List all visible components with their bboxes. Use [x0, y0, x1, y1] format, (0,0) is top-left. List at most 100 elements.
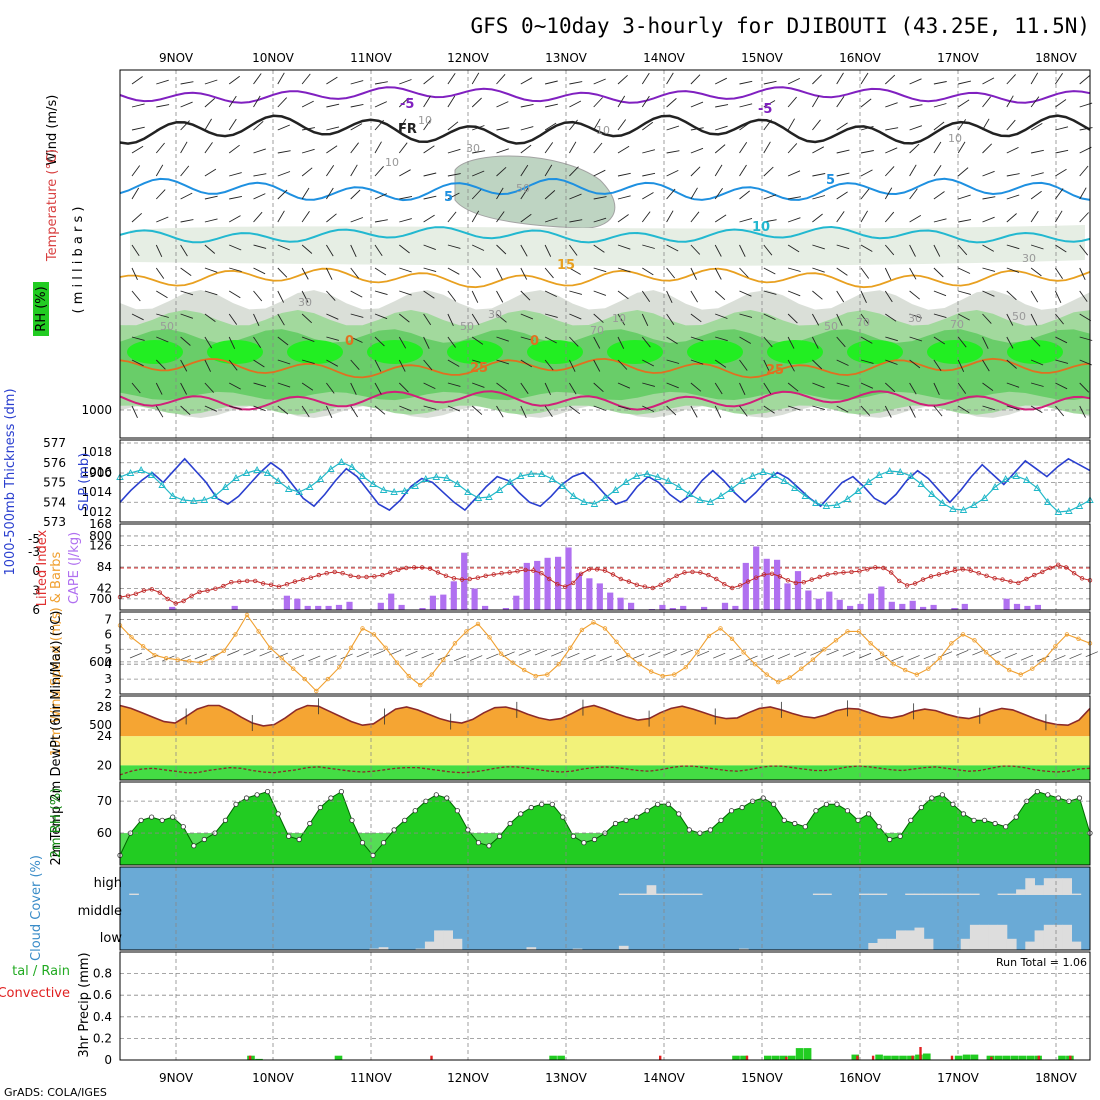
- rh-point-64: [792, 820, 798, 827]
- wind-barb-72: [909, 104, 923, 108]
- wind-barb-307: [787, 244, 800, 253]
- wind-point-28: [441, 657, 446, 662]
- wind-barb-135: [496, 148, 509, 154]
- wind-barb-25: [739, 80, 753, 85]
- cape-bar-62: [763, 558, 770, 610]
- rh-point-24: [370, 852, 376, 859]
- surface-barb-4: [194, 653, 207, 660]
- wind-barb-441: [156, 336, 169, 343]
- slp-point-39: [527, 470, 535, 477]
- wind-barb-580: [617, 405, 631, 410]
- surface-barb-26: [551, 650, 564, 657]
- cloud-high-61: [683, 893, 694, 895]
- slp-point-21: [337, 458, 346, 465]
- slp-point-85: [1012, 472, 1020, 479]
- wind-point-54: [741, 650, 746, 655]
- precip-rain-95: [875, 1054, 883, 1060]
- wind-barb-582: [666, 405, 677, 416]
- wind-barb-366: [277, 290, 285, 303]
- rh-point-34: [475, 840, 482, 846]
- wind-barb-157: [1031, 149, 1044, 154]
- rh-point-8: [201, 836, 207, 843]
- wind-barb-558: [1055, 382, 1068, 390]
- wind-barb-430: [860, 313, 870, 325]
- slp-point-54: [685, 490, 694, 497]
- lifted-point-63: [618, 576, 624, 582]
- rh-point-59: [739, 804, 745, 811]
- rh-contour-label-2: 10: [596, 124, 610, 137]
- wind-barb-97: [544, 122, 557, 131]
- wind-barb-309: [836, 244, 850, 250]
- wind-barb-504: [714, 359, 727, 368]
- wind-barb-74: [957, 99, 970, 108]
- slp-point-27: [400, 487, 409, 494]
- slp-point-42: [559, 482, 567, 489]
- wind-barb-270: [860, 210, 868, 223]
- wind-barb-287: [301, 244, 313, 254]
- rh-point-91: [1076, 795, 1083, 801]
- precip-convective-101: [919, 1047, 922, 1060]
- cape-bar-70: [847, 605, 854, 610]
- cloud-low-98: [1025, 941, 1035, 950]
- cape-bar-5: [169, 606, 176, 610]
- lifted-point-23: [300, 577, 306, 582]
- wind-barb-61: [641, 95, 650, 108]
- upper-air-ytick-5: 1000: [81, 403, 112, 417]
- rh-point-51: [655, 801, 661, 807]
- wind-barb-352: [909, 267, 917, 280]
- slp-point-41: [548, 475, 557, 482]
- slp-point-72: [875, 471, 883, 478]
- wind-barb-466: [763, 336, 773, 348]
- upper-air-ylabel-mb: ( m i l l i b a r s ): [71, 207, 86, 314]
- slp-point-6: [179, 496, 188, 503]
- surface-barb-14: [356, 651, 369, 658]
- wind-barb-373: [447, 290, 457, 302]
- wind-barb-88: [326, 126, 340, 131]
- surface-barb-8: [259, 650, 272, 657]
- wind-barb-291: [399, 244, 410, 254]
- wind-barb-223: [690, 187, 698, 200]
- wind-barb-294: [472, 244, 485, 251]
- wind-barb-168: [326, 165, 335, 177]
- wind-barb-106: [763, 119, 772, 131]
- rh-point-77: [929, 795, 935, 801]
- wind-barb-584: [714, 405, 722, 418]
- wind-barb-405: [253, 313, 260, 326]
- run-total-label: Run Total = 1.06: [996, 956, 1087, 969]
- wind-barb-62: [666, 98, 677, 108]
- rh-point-27: [402, 817, 408, 823]
- lifted-point-22: [292, 579, 298, 584]
- wind-barb-246: [277, 210, 285, 223]
- rh-max-11: [1007, 340, 1063, 364]
- rh-point-89: [1055, 795, 1062, 801]
- isotherm-label-1: FR: [398, 122, 417, 137]
- lifted-point-94: [865, 567, 870, 572]
- wind-barb-386: [763, 290, 777, 295]
- wind-barb-492: [423, 359, 433, 371]
- lifted-point-114: [1024, 576, 1029, 582]
- wind-barb-440: [131, 336, 145, 341]
- wind-barb-412: [423, 313, 432, 326]
- wind-barb-218: [569, 193, 582, 200]
- lifted-point-28: [340, 571, 345, 576]
- wind-barb-358: [1055, 267, 1063, 280]
- wind-barb-58: [569, 100, 582, 108]
- wind-barb-432: [909, 313, 923, 319]
- wind-barb-465: [739, 336, 752, 344]
- wind-barb-183: [690, 166, 701, 177]
- cape-frame: [119, 523, 1091, 611]
- slp-point-4: [158, 481, 166, 488]
- wind-barb-393: [933, 290, 947, 297]
- wind-barb-195: [982, 170, 995, 177]
- lifted-point-67: [650, 585, 655, 591]
- rh-point-21: [338, 788, 344, 795]
- date-label-top-8: 17NOV: [937, 51, 979, 65]
- slp-point-1: [126, 469, 135, 476]
- wind-barb-500: [617, 359, 628, 370]
- lifted-point-38: [419, 565, 425, 570]
- wind-barb-282: [180, 244, 188, 257]
- wind-barb-571: [399, 405, 412, 412]
- slp-point-40: [537, 470, 546, 477]
- wind-point-12: [256, 629, 261, 634]
- precip-rain-110: [994, 1055, 1003, 1060]
